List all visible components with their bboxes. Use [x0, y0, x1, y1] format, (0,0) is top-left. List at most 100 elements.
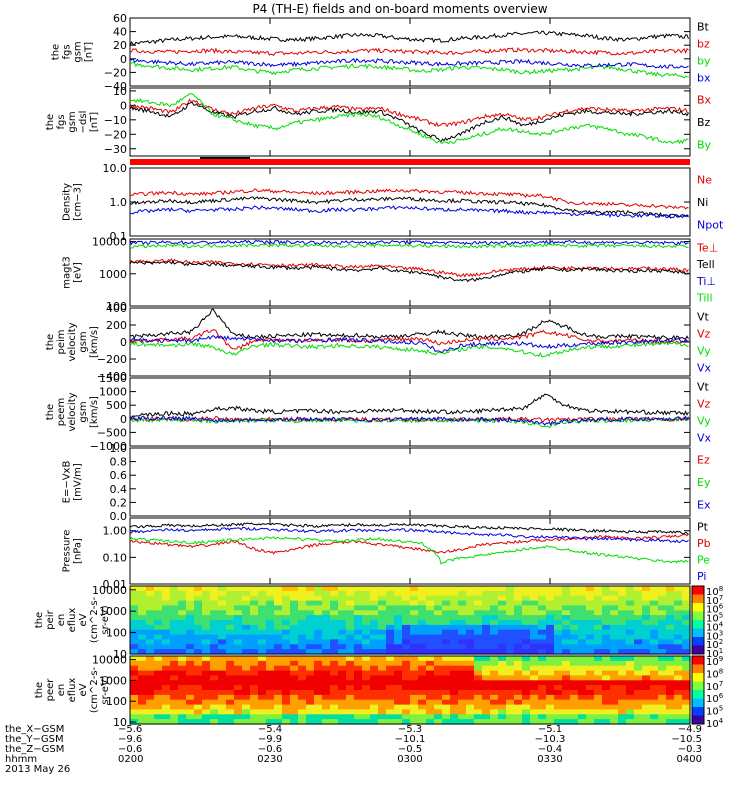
y-axis-label: Pressure [62, 530, 73, 573]
spectrogram-cell [298, 719, 307, 725]
spectrogram-cell [538, 634, 547, 641]
spectrogram-cell [402, 649, 411, 655]
spectrogram-cell [610, 644, 619, 650]
spectrogram-cell [426, 590, 435, 597]
legend-Vx: Vx [697, 362, 712, 375]
spectrogram-cell [346, 709, 355, 715]
spectrogram-cell [402, 670, 411, 677]
spectrogram-cell [554, 649, 563, 655]
spectrogram-cell [586, 624, 595, 631]
spectrogram-cell [618, 699, 627, 706]
spectrogram-cell [554, 665, 563, 672]
y-axis-label: the [45, 404, 56, 420]
spectrogram-cell [394, 629, 403, 636]
spectrogram-cell [250, 694, 259, 701]
spectrogram-cell [338, 586, 347, 592]
y-axis-label: gsm [78, 401, 89, 422]
colorbar-tick-exponent: 8 [719, 585, 723, 593]
spectrogram-cell [418, 605, 427, 611]
spectrogram-cell [226, 629, 235, 636]
series-line-Ne [129, 188, 689, 210]
spectrogram-cell [186, 675, 195, 681]
spectrogram-cell [634, 690, 643, 696]
spectrogram-cell [666, 620, 675, 626]
series-line-Pi [129, 526, 689, 544]
spectrogram-cell [306, 610, 315, 616]
spectrogram-cell [146, 649, 155, 655]
spectrogram-cell [274, 670, 283, 677]
spectrogram-cell [602, 620, 611, 626]
spectrogram-cell [578, 690, 587, 696]
spectrogram-cell [314, 694, 323, 701]
spectrogram-cell [314, 690, 323, 696]
spectrogram-cell [282, 714, 291, 720]
spectrogram-cell [442, 600, 451, 607]
spectrogram-cell [626, 590, 635, 597]
spectrogram-cell [162, 620, 171, 626]
spectrogram-cell [170, 685, 179, 691]
spectrogram-cell [410, 644, 419, 650]
spectrogram-cell [146, 680, 155, 686]
series-line-Te⊥ [129, 258, 689, 278]
y-tick-label: 1000 [99, 674, 127, 687]
spectrogram-cell [418, 709, 427, 715]
spectrogram-cell [522, 699, 531, 706]
spectrogram-cell [554, 600, 563, 607]
spectrogram-cell [578, 595, 587, 602]
spectrogram-cell [394, 704, 403, 711]
x-gsm-value: −4.9 [678, 724, 702, 735]
spectrogram-cell [682, 704, 691, 711]
spectrogram-cell [250, 600, 259, 607]
spectrogram-cell [434, 660, 443, 667]
spectrogram-cell [154, 615, 163, 621]
spectrogram-cell [634, 620, 643, 626]
spectrogram-cell [202, 709, 211, 715]
spectrogram-cell [266, 690, 275, 696]
spectrogram-cell [626, 660, 635, 667]
spectrogram-cell [674, 590, 683, 597]
spectrogram-cell [202, 605, 211, 611]
spectrogram-cell [226, 605, 235, 611]
spectrogram-cell [370, 595, 379, 602]
spectrogram-cell [442, 704, 451, 711]
spectrogram-cell [442, 610, 451, 616]
spectrogram-cell [314, 639, 323, 645]
spectrogram-cell [138, 685, 147, 691]
spectrogram-cell [346, 704, 355, 711]
spectrogram-cell [666, 690, 675, 696]
spectrogram-cell [538, 590, 547, 597]
spectrogram-cell [402, 660, 411, 667]
spectrogram-cell [138, 709, 147, 715]
spectrogram-cell [178, 719, 187, 725]
page-title: P4 (TH-E) fields and on-board moments ov… [252, 2, 547, 16]
series-line-Bx [129, 98, 689, 128]
spectrogram-cell [154, 586, 163, 592]
spectrogram-cell [138, 586, 147, 592]
spectrogram-cell [202, 586, 211, 592]
spectrogram-cell [346, 600, 355, 607]
y-tick-label: 1.00 [103, 525, 128, 538]
spectrogram-cell [466, 699, 475, 706]
spectrogram-cell [578, 610, 587, 616]
spectrogram-cell [186, 649, 195, 655]
spectrogram-cell [202, 615, 211, 621]
spectrogram-cell [594, 665, 603, 672]
spectrogram-cell [546, 624, 555, 631]
spectrogram-cell [522, 649, 531, 655]
spectrogram-cell [586, 690, 595, 696]
spectrogram-cell [322, 629, 331, 636]
spectrogram-cell [322, 704, 331, 711]
spectrogram-cell [602, 600, 611, 607]
spectrogram-cell [218, 709, 227, 715]
spectrogram-cell [562, 610, 571, 616]
spectrogram-cell [674, 660, 683, 667]
spectrogram-cell [650, 699, 659, 706]
spectrogram-cell [578, 670, 587, 677]
spectrogram-cell [538, 685, 547, 691]
spectrogram-cell [578, 590, 587, 597]
spectrogram-cell [354, 629, 363, 636]
spectrogram-cell [274, 665, 283, 672]
spectrogram-cell [202, 624, 211, 631]
spectrogram-cell [418, 690, 427, 696]
